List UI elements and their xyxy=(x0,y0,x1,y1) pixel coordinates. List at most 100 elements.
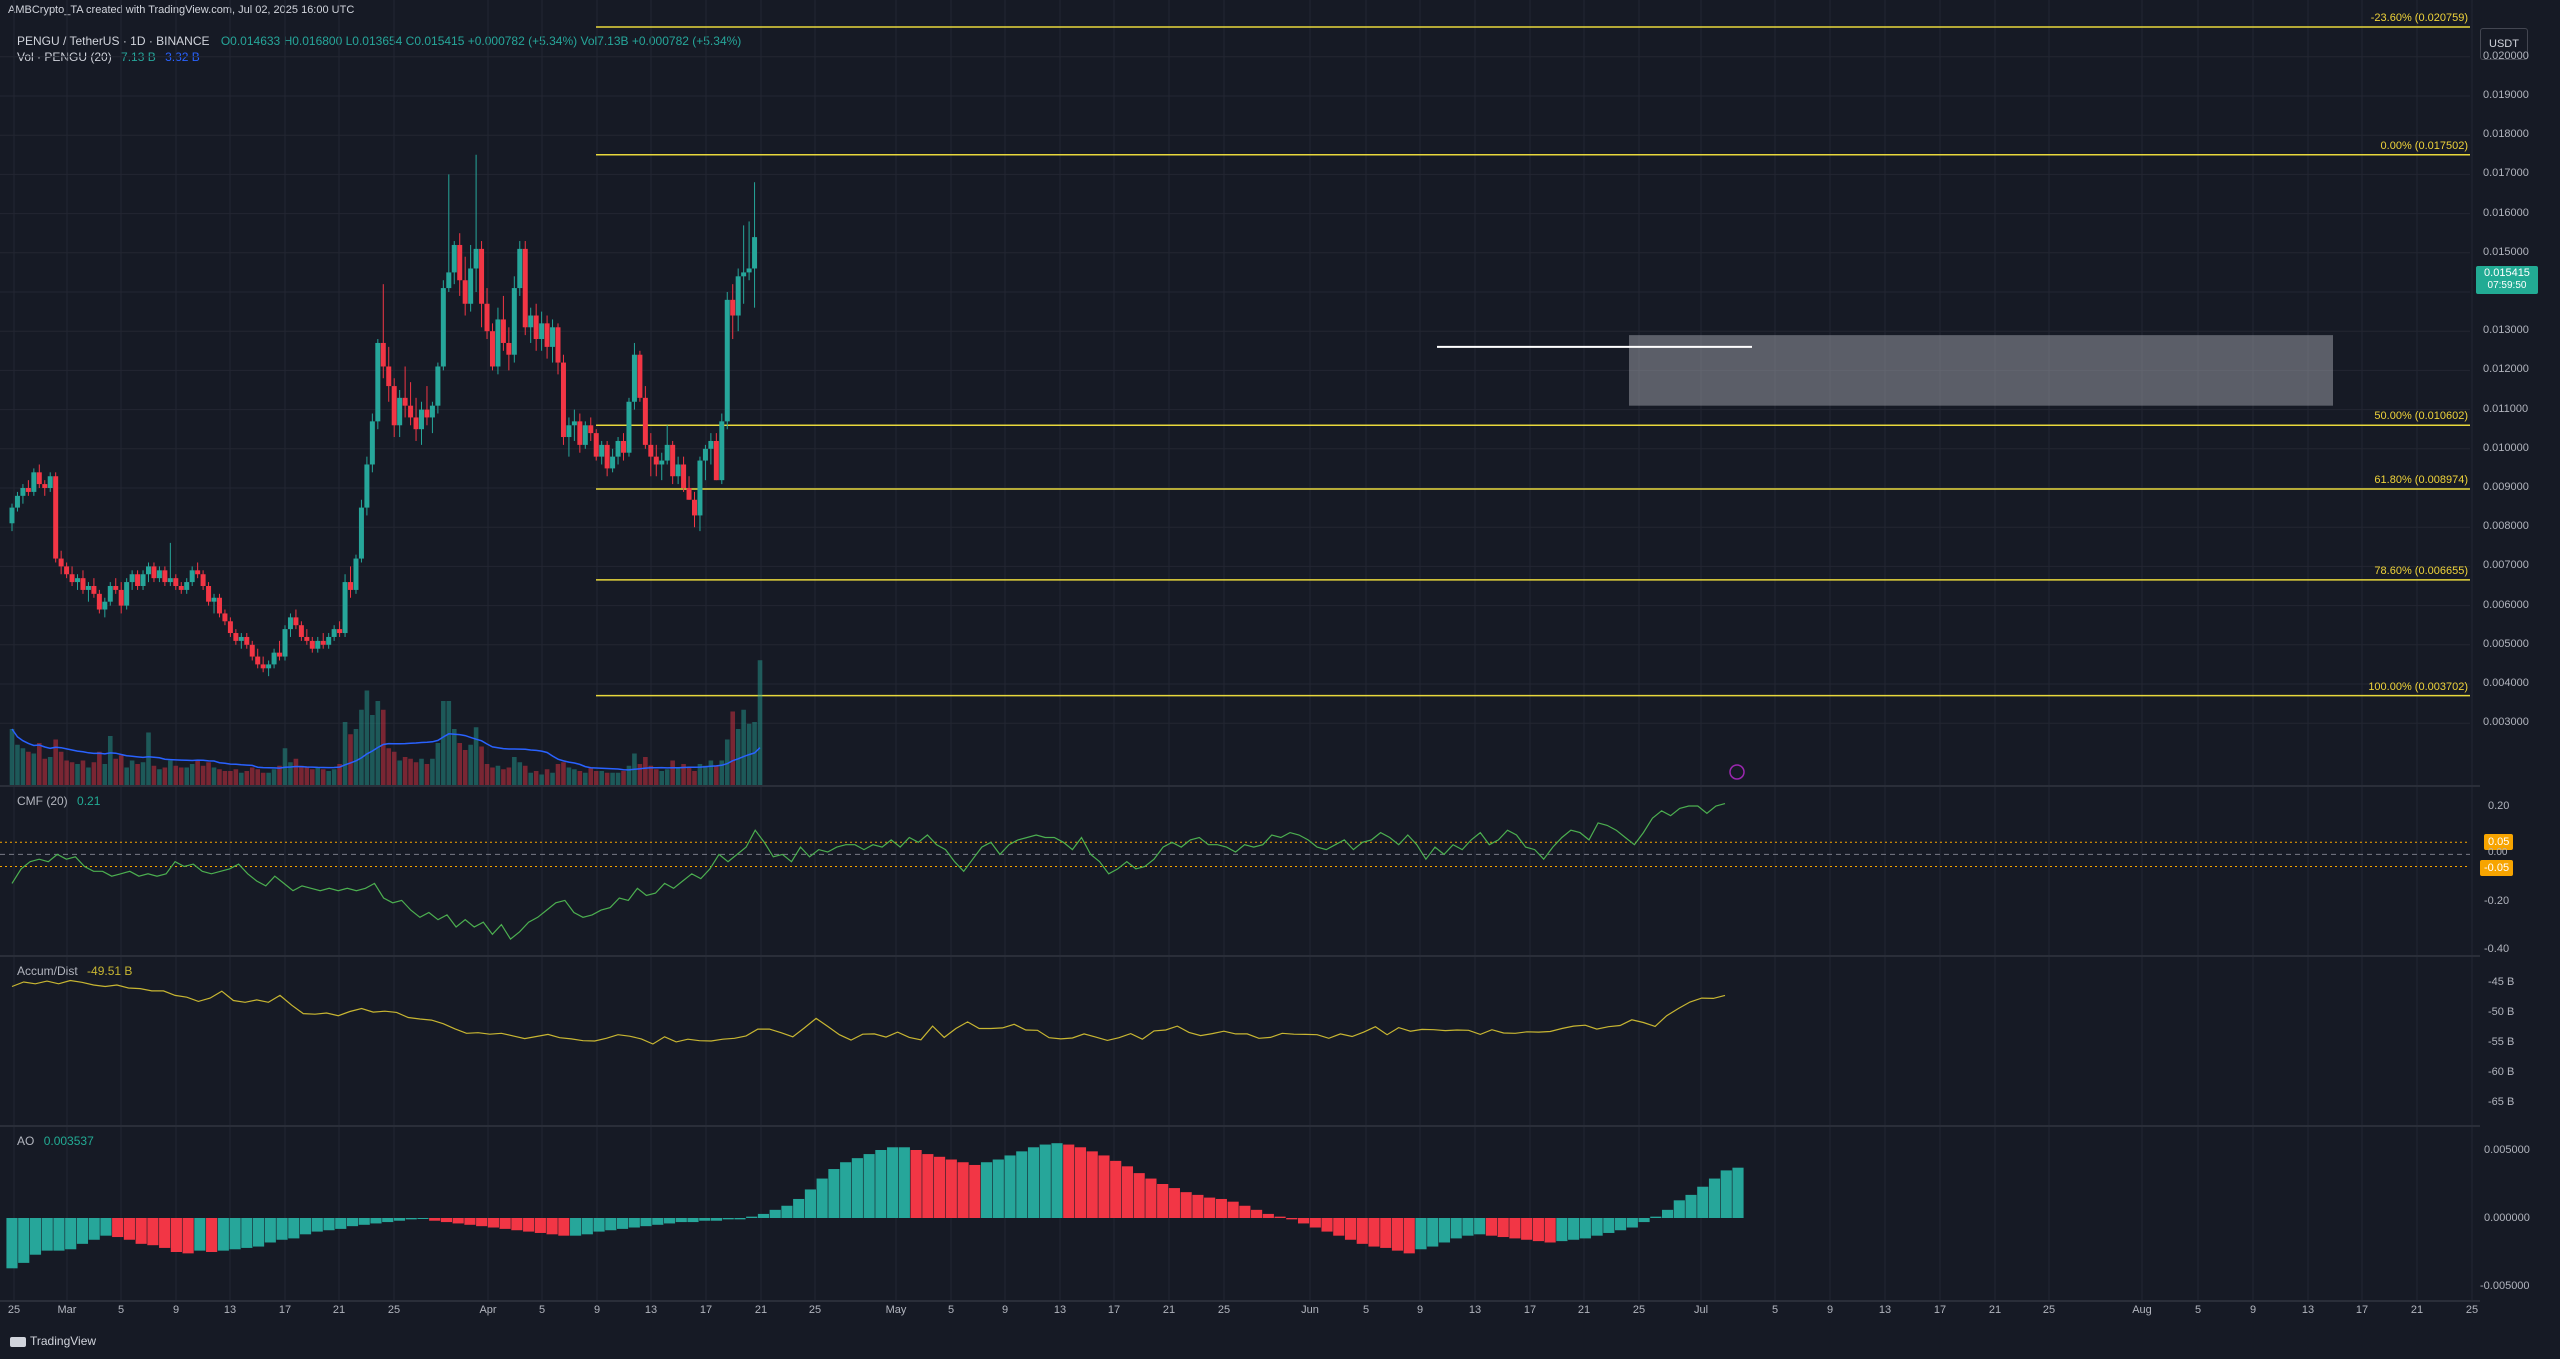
candle-body[interactable] xyxy=(413,417,419,430)
candle-body[interactable] xyxy=(468,268,474,304)
candle-body[interactable] xyxy=(249,644,255,657)
candle-body[interactable] xyxy=(539,323,545,340)
candle-body[interactable] xyxy=(107,586,113,602)
candle-body[interactable] xyxy=(9,507,15,524)
candle-body[interactable] xyxy=(599,444,605,457)
candle-body[interactable] xyxy=(670,444,676,477)
candle-body[interactable] xyxy=(555,327,561,363)
candle-body[interactable] xyxy=(337,629,343,634)
candle-body[interactable] xyxy=(135,574,141,586)
candle-body[interactable] xyxy=(129,574,135,583)
candle-body[interactable] xyxy=(260,664,266,669)
candle-body[interactable] xyxy=(604,444,610,469)
candle-body[interactable] xyxy=(271,652,277,665)
pane-separator[interactable] xyxy=(0,955,2480,957)
candle-body[interactable] xyxy=(309,640,315,649)
candle-body[interactable] xyxy=(484,303,490,332)
pane-separator[interactable] xyxy=(0,1300,2480,1302)
candle-body[interactable] xyxy=(146,566,151,575)
candle-body[interactable] xyxy=(206,586,212,602)
candle-body[interactable] xyxy=(495,319,501,367)
candle-body[interactable] xyxy=(446,272,452,289)
candle-body[interactable] xyxy=(102,601,108,610)
candle-body[interactable] xyxy=(708,440,714,449)
candle-body[interactable] xyxy=(631,354,637,402)
candle-body[interactable] xyxy=(266,664,272,669)
candle-body[interactable] xyxy=(610,456,616,469)
candle-body[interactable] xyxy=(331,629,337,637)
candle-body[interactable] xyxy=(457,244,463,281)
candle-body[interactable] xyxy=(151,566,157,579)
candle-body[interactable] xyxy=(653,456,659,465)
candle-body[interactable] xyxy=(544,323,550,347)
candle-body[interactable] xyxy=(189,570,195,583)
candle-body[interactable] xyxy=(397,397,403,426)
candle-body[interactable] xyxy=(500,319,506,343)
candle-body[interactable] xyxy=(730,299,736,316)
candle-body[interactable] xyxy=(489,331,495,367)
candle-body[interactable] xyxy=(47,476,53,488)
candle-body[interactable] xyxy=(746,268,752,273)
candle-body[interactable] xyxy=(140,574,146,586)
candle-body[interactable] xyxy=(588,425,594,434)
candle-body[interactable] xyxy=(522,248,528,328)
candle-body[interactable] xyxy=(511,288,517,355)
candle-body[interactable] xyxy=(713,440,719,481)
candle-body[interactable] xyxy=(675,464,681,477)
candle-body[interactable] xyxy=(408,405,414,418)
cmf-legend[interactable]: CMF (20) 0.21 xyxy=(17,794,100,808)
candle-body[interactable] xyxy=(659,460,665,465)
candle-body[interactable] xyxy=(560,362,566,438)
candle-body[interactable] xyxy=(692,499,697,516)
candle-body[interactable] xyxy=(571,421,577,426)
candle-body[interactable] xyxy=(402,397,408,406)
candle-body[interactable] xyxy=(391,386,397,426)
candle-body[interactable] xyxy=(178,586,184,590)
candle-body[interactable] xyxy=(451,244,457,273)
candle-body[interactable] xyxy=(429,405,435,418)
candle-body[interactable] xyxy=(479,248,485,304)
candle-body[interactable] xyxy=(582,425,588,445)
candle-body[interactable] xyxy=(227,621,233,634)
candle-body[interactable] xyxy=(80,578,86,590)
candle-body[interactable] xyxy=(369,421,375,465)
candle-body[interactable] xyxy=(282,629,288,657)
candle-body[interactable] xyxy=(462,280,468,304)
candle-body[interactable] xyxy=(424,409,430,418)
candle-body[interactable] xyxy=(31,472,37,492)
candle-body[interactable] xyxy=(506,342,512,355)
candle-body[interactable] xyxy=(255,656,261,665)
candle-body[interactable] xyxy=(566,425,572,438)
candle-body[interactable] xyxy=(36,472,42,485)
candle-body[interactable] xyxy=(419,409,424,430)
candle-body[interactable] xyxy=(200,574,206,586)
candle-body[interactable] xyxy=(386,366,392,387)
candle-body[interactable] xyxy=(162,570,168,583)
candle-body[interactable] xyxy=(348,582,354,590)
candle-body[interactable] xyxy=(75,578,81,583)
candle-body[interactable] xyxy=(752,237,758,269)
candle-body[interactable] xyxy=(342,582,348,634)
candle-body[interactable] xyxy=(702,448,708,461)
candle-body[interactable] xyxy=(113,586,119,590)
candle-body[interactable] xyxy=(326,636,332,645)
candle-body[interactable] xyxy=(642,397,648,445)
candle-body[interactable] xyxy=(577,421,583,445)
candle-body[interactable] xyxy=(64,566,70,575)
candle-body[interactable] xyxy=(233,633,239,641)
candle-body[interactable] xyxy=(118,589,124,606)
candle-body[interactable] xyxy=(320,640,326,645)
candle-body[interactable] xyxy=(517,248,523,289)
candle-body[interactable] xyxy=(473,248,479,269)
candle-body[interactable] xyxy=(440,288,446,367)
candle-body[interactable] xyxy=(184,582,190,590)
ad-legend[interactable]: Accum/Dist -49.51 B xyxy=(17,964,132,978)
candle-body[interactable] xyxy=(277,652,283,657)
candle-body[interactable] xyxy=(358,507,364,559)
candle-body[interactable] xyxy=(42,484,48,488)
candle-body[interactable] xyxy=(287,617,293,630)
candle-body[interactable] xyxy=(85,586,91,590)
ao-legend[interactable]: AO 0.003537 xyxy=(17,1134,94,1148)
candle-body[interactable] xyxy=(697,460,703,516)
